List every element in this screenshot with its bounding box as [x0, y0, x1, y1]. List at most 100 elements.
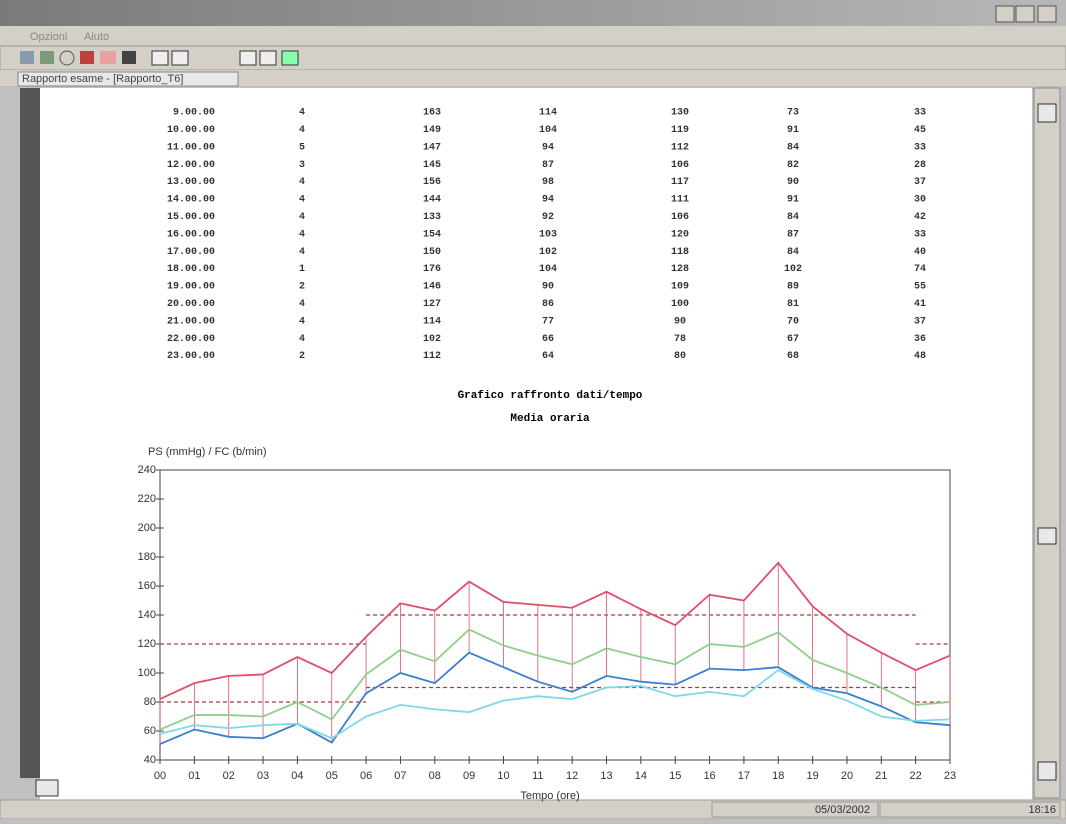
x-tick-label: 03: [257, 770, 269, 782]
table-cell: 9.00.00: [173, 108, 215, 119]
table-cell: 67: [787, 334, 799, 345]
x-tick-label: 16: [703, 770, 715, 782]
table-cell: 104: [539, 264, 557, 275]
tool-button[interactable]: [20, 51, 34, 64]
y-tick-label: 80: [144, 696, 156, 708]
menu-bar: [0, 26, 1066, 46]
last-button[interactable]: [259, 50, 277, 66]
table-cell: 37: [914, 177, 926, 188]
y-tick-label: 140: [138, 609, 156, 621]
table-cell: 2: [299, 282, 305, 293]
table-cell: 48: [914, 351, 926, 362]
tool-button[interactable]: [59, 50, 75, 66]
y-tick-label: 240: [138, 464, 156, 476]
tool-button[interactable]: [40, 51, 54, 64]
table-cell: 4: [299, 299, 305, 310]
series-line: [159, 561, 951, 700]
table-cell: 10.00.00: [167, 125, 215, 136]
close-button[interactable]: [1037, 5, 1057, 23]
y-tick-label: 200: [138, 522, 156, 534]
table-cell: 91: [787, 195, 799, 206]
table-cell: 28: [914, 160, 926, 171]
table-cell: 4: [299, 177, 305, 188]
table-cell: 109: [671, 282, 689, 293]
table-cell: 90: [542, 282, 554, 293]
table-cell: 118: [671, 247, 689, 258]
table-cell: 81: [787, 299, 799, 310]
zoom-button[interactable]: [281, 50, 299, 66]
table-cell: 130: [671, 108, 689, 119]
vertical-scrollbar[interactable]: [1033, 87, 1061, 799]
table-cell: 41: [914, 299, 926, 310]
menu-item[interactable]: Aiuto: [84, 31, 109, 43]
chart-title: Grafico raffronto dati/tempo: [458, 390, 643, 402]
scroll-left[interactable]: [35, 779, 59, 797]
prev-button[interactable]: [171, 50, 189, 66]
table-cell: 17.00.00: [167, 247, 215, 258]
scroll-thumb[interactable]: [1037, 527, 1057, 545]
maximize-button[interactable]: [1015, 5, 1035, 23]
table-cell: 4: [299, 125, 305, 136]
table-cell: 102: [423, 334, 441, 345]
table-cell: 84: [787, 142, 799, 153]
x-tick-label: 17: [738, 770, 750, 782]
table-cell: 4: [299, 229, 305, 240]
table-cell: 102: [784, 264, 802, 275]
table-cell: 89: [787, 282, 799, 293]
x-tick-label: 12: [566, 770, 578, 782]
table-cell: 4: [299, 316, 305, 327]
document-tab[interactable]: [17, 71, 239, 87]
series-line: [159, 651, 951, 745]
x-tick-label: 18: [772, 770, 784, 782]
scroll-up[interactable]: [1037, 103, 1057, 123]
table-cell: 15.00.00: [167, 212, 215, 223]
table-cell: 103: [539, 229, 557, 240]
y-tick-label: 160: [138, 580, 156, 592]
tool-button[interactable]: [100, 51, 116, 64]
table-cell: 84: [787, 212, 799, 223]
x-tick-label: 13: [600, 770, 612, 782]
table-cell: 45: [914, 125, 926, 136]
table-cell: 106: [671, 212, 689, 223]
table-cell: 11.00.00: [167, 142, 215, 153]
table-cell: 144: [423, 195, 441, 206]
series-line: [159, 669, 951, 740]
table-cell: 77: [542, 316, 554, 327]
x-tick-label: 21: [875, 770, 887, 782]
first-button[interactable]: [151, 50, 169, 66]
menu-item[interactable]: Opzioni: [30, 31, 67, 43]
minimize-button[interactable]: [995, 5, 1015, 23]
table-cell: 14.00.00: [167, 195, 215, 206]
x-tick-label: 19: [806, 770, 818, 782]
scroll-down[interactable]: [1037, 761, 1057, 781]
table-cell: 4: [299, 195, 305, 206]
table-cell: 80: [674, 351, 686, 362]
tool-button[interactable]: [80, 51, 94, 64]
toolbar-icons: [20, 50, 299, 66]
table-cell: 4: [299, 247, 305, 258]
table-cell: 1: [299, 264, 305, 275]
table-cell: 112: [671, 142, 689, 153]
status-bar: [0, 799, 1066, 820]
table-cell: 30: [914, 195, 926, 206]
y-tick-label: 60: [144, 725, 156, 737]
status-cell: [879, 801, 1061, 818]
x-tick-label: 01: [188, 770, 200, 782]
x-tick-label: 22: [910, 770, 922, 782]
table-cell: 68: [787, 351, 799, 362]
table-cell: 114: [423, 316, 441, 327]
title-bar: [0, 0, 1066, 26]
x-tick-label: 14: [635, 770, 647, 782]
tool-button[interactable]: [122, 51, 136, 64]
table-cell: 156: [423, 177, 441, 188]
y-tick-label: 40: [144, 754, 156, 766]
next-button[interactable]: [239, 50, 257, 66]
table-cell: 117: [671, 177, 689, 188]
table-cell: 33: [914, 142, 926, 153]
table-cell: 82: [787, 160, 799, 171]
table-cell: 3: [299, 160, 305, 171]
table-cell: 106: [671, 160, 689, 171]
x-tick-label: 06: [360, 770, 372, 782]
